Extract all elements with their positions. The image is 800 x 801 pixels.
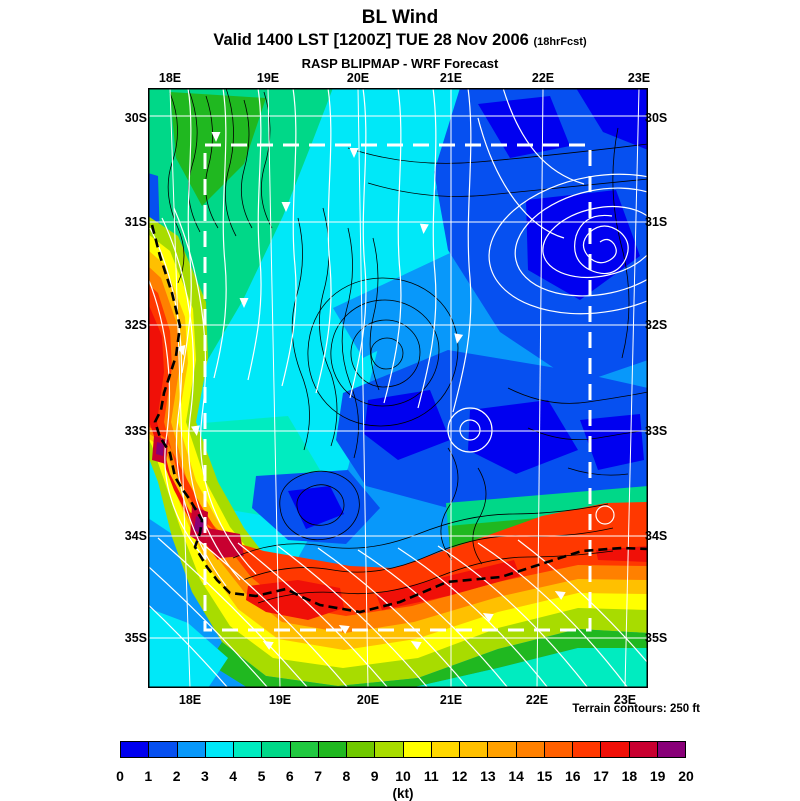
lon-tick-top-0: 18E — [158, 71, 182, 85]
colorbar-tick-12: 12 — [451, 768, 468, 784]
lon-tick-bottom-0: 18E — [178, 693, 202, 707]
colorbar-tick-11: 11 — [423, 768, 439, 784]
lon-tick-bottom-4: 22E — [525, 693, 549, 707]
colorbar-tick-15: 15 — [536, 768, 553, 784]
streamline-arrowheads — [176, 132, 566, 650]
lat-tick-left-4: 34S — [124, 529, 147, 543]
colorbar-tick-10: 10 — [395, 768, 411, 784]
lat-tick-right-5: 35S — [645, 631, 668, 645]
colorbar-tick-1: 1 — [144, 768, 153, 784]
coastline — [150, 224, 648, 614]
lat-tick-right-2: 32S — [645, 318, 668, 332]
lat-tick-left-2: 32S — [124, 318, 147, 332]
colorbar-tick-7: 7 — [314, 768, 322, 784]
wind-map-canvas — [148, 88, 648, 688]
lon-tick-top-3: 21E — [439, 71, 463, 85]
lat-tick-right-1: 31S — [645, 215, 668, 229]
lat-tick-right-4: 34S — [645, 529, 668, 543]
colorbar-tick-19: 19 — [649, 768, 666, 784]
colorbar-cell-4 — [234, 742, 263, 757]
colorbar-cell-0 — [121, 742, 150, 757]
colorbar-cell-12 — [460, 742, 489, 757]
colorbar-cell-10 — [403, 742, 432, 757]
map-border — [148, 88, 648, 688]
lat-tick-right-3: 33S — [645, 424, 668, 438]
colorbar-tick-4: 4 — [229, 768, 238, 784]
colorbar-cell-5 — [262, 742, 291, 757]
colorbar-cell-1 — [149, 742, 178, 757]
colorbar-cell-19 — [657, 742, 685, 757]
colorbar-cell-15 — [544, 742, 573, 757]
colorbar-cell-16 — [573, 742, 602, 757]
lon-tick-top-5: 23E — [627, 71, 651, 85]
lon-tick-top-4: 22E — [531, 71, 555, 85]
colorbar-tick-18: 18 — [621, 768, 638, 784]
colorbar-cell-6 — [290, 742, 319, 757]
colorbar — [120, 741, 686, 758]
lon-tick-bottom-1: 19E — [268, 693, 292, 707]
colorbar-cell-17 — [601, 742, 630, 757]
lat-tick-left-3: 33S — [124, 424, 147, 438]
lon-tick-top-2: 20E — [346, 71, 370, 85]
colorbar-cell-18 — [629, 742, 658, 757]
colorbar-cell-8 — [347, 742, 376, 757]
colorbar-tick-16: 16 — [565, 768, 581, 784]
colorbar-tick-8: 8 — [342, 768, 351, 784]
lat-tick-left-0: 30S — [124, 111, 147, 125]
colorbar-tick-2: 2 — [172, 768, 181, 784]
colorbar-cell-2 — [177, 742, 206, 757]
colorbar-cell-3 — [205, 742, 234, 757]
colorbar-cell-7 — [318, 742, 347, 757]
lat-tick-right-0: 30S — [645, 111, 668, 125]
colorbar-tick-13: 13 — [480, 768, 496, 784]
lon-tick-bottom-3: 21E — [439, 693, 463, 707]
wind-map — [148, 88, 648, 688]
lon-tick-bottom-2: 20E — [356, 693, 380, 707]
lon-tick-top-1: 19E — [256, 71, 280, 85]
colorbar-cell-9 — [375, 742, 404, 757]
colorbar-tick-17: 17 — [593, 768, 609, 784]
graticule — [148, 88, 648, 688]
colorbar-tick-5: 5 — [257, 768, 266, 784]
valid-time-line: Valid 1400 LST [1200Z] TUE 28 Nov 2006 (… — [0, 31, 800, 50]
colorbar-cell-13 — [488, 742, 517, 757]
page-title: BL Wind — [361, 7, 439, 28]
lat-tick-left-1: 31S — [124, 215, 147, 229]
source-line: RASP BLIPMAP - WRF Forecast — [301, 56, 499, 71]
lon-tick-bottom-5: 23E — [613, 693, 637, 707]
colorbar-cell-11 — [431, 742, 460, 757]
colorbar-tick-14: 14 — [508, 768, 524, 784]
lat-tick-left-5: 35S — [124, 631, 147, 645]
colorbar-cell-14 — [516, 742, 545, 757]
terrain-contour-note: Terrain contours: 250 ft — [572, 703, 700, 715]
colorbar-tick-0: 0 — [116, 768, 124, 784]
forecast-hour-suffix: (18hrFcst) — [533, 36, 587, 48]
colorbar-tick-6: 6 — [285, 768, 294, 784]
colorbar-tick-9: 9 — [370, 768, 379, 784]
colorbar-unit-label: (kt) — [392, 786, 414, 801]
wind-streamlines — [148, 88, 648, 688]
colorbar-tick-20: 20 — [678, 768, 694, 784]
nested-domain-boundary — [203, 143, 592, 632]
colorbar-tick-3: 3 — [200, 768, 209, 784]
valid-time-text: Valid 1400 LST [1200Z] TUE 28 Nov 2006 — [213, 31, 529, 49]
